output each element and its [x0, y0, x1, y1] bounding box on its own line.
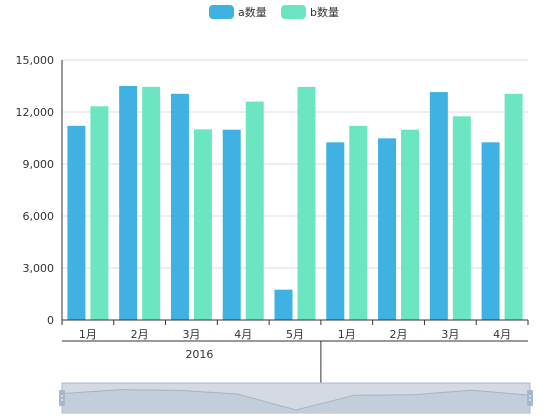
bar-a[interactable] [378, 138, 397, 320]
bar-a[interactable] [429, 92, 448, 320]
legend: a数量 b数量 [209, 5, 339, 19]
data-zoom-slider[interactable] [59, 382, 533, 414]
legend-label: b数量 [310, 6, 339, 19]
x-tick-label: 3月 [441, 328, 459, 341]
x-tick-label: 1月 [79, 328, 97, 341]
y-tick-label: 0 [47, 314, 54, 327]
bar-b[interactable] [349, 125, 368, 320]
legend-item-a[interactable]: a数量 [209, 5, 267, 19]
group-axis: 2016 [62, 340, 528, 387]
x-axis: 1月 2月 3月 4月 5月 1月 2月 3月 4月 [61, 319, 529, 341]
bar-b[interactable] [193, 129, 212, 320]
x-tick-label: 4月 [493, 328, 511, 341]
bar-a[interactable] [119, 86, 138, 320]
grid-lines [62, 59, 528, 269]
y-axis: 0 3,000 6,000 9,000 12,000 15,000 [16, 54, 63, 327]
legend-label: a数量 [238, 6, 267, 19]
zoom-handle-grip[interactable] [59, 390, 65, 406]
y-tick-label: 3,000 [23, 262, 55, 275]
y-tick-label: 12,000 [16, 106, 55, 119]
bars [67, 86, 523, 320]
bar-b[interactable] [90, 106, 109, 320]
bar-a[interactable] [326, 142, 345, 320]
bar-a[interactable] [274, 289, 293, 320]
zoom-preview-area [62, 389, 530, 413]
zoom-handle-left[interactable] [59, 390, 65, 406]
y-tick-label: 9,000 [23, 158, 55, 171]
x-tick-label: 2月 [390, 328, 408, 341]
zoom-handle-right[interactable] [527, 390, 533, 406]
bar-b[interactable] [245, 101, 264, 320]
x-tick-label: 5月 [286, 328, 304, 341]
bar-b[interactable] [297, 86, 316, 320]
x-tick-label: 1月 [338, 328, 356, 341]
y-tick-label: 6,000 [23, 210, 55, 223]
legend-swatch [209, 5, 234, 19]
bar-a[interactable] [222, 129, 241, 320]
bar-a[interactable] [481, 142, 500, 320]
legend-swatch [281, 5, 306, 19]
zoom-preview-line [61, 389, 531, 411]
group-label: 2016 [185, 348, 213, 361]
zoom-handle-grip[interactable] [527, 390, 533, 406]
bar-a[interactable] [170, 93, 189, 320]
legend-item-b[interactable]: b数量 [281, 5, 339, 19]
bar-b[interactable] [504, 93, 523, 320]
bar-b[interactable] [452, 116, 471, 320]
bar-b[interactable] [142, 86, 161, 320]
bar-a[interactable] [67, 125, 86, 320]
bar-b[interactable] [401, 129, 420, 320]
x-tick-label: 4月 [234, 328, 252, 341]
y-tick-label: 15,000 [16, 54, 55, 67]
x-tick-label: 3月 [182, 328, 200, 341]
x-tick-label: 2月 [131, 328, 149, 341]
